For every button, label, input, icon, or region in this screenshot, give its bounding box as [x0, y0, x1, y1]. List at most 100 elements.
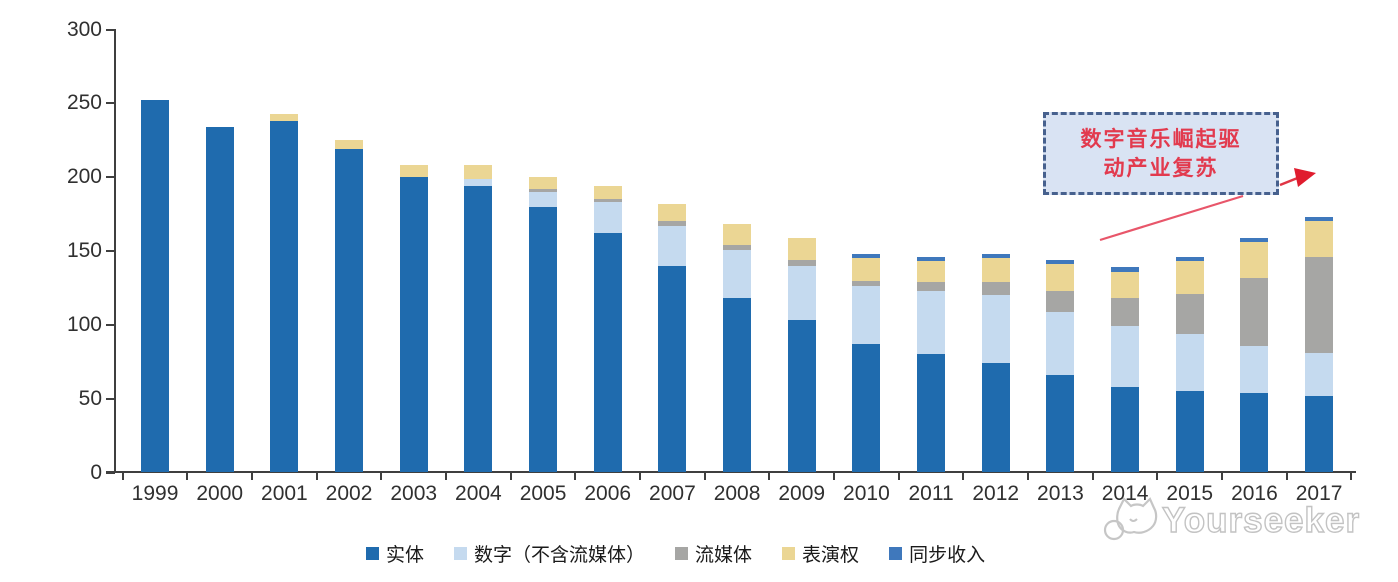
bar-segment-表演权: [529, 177, 558, 189]
bar-segment-流媒体: [529, 188, 558, 192]
bar-segment-流媒体: [1240, 277, 1269, 346]
x-category-label: 2017: [1295, 482, 1343, 505]
bar-segment-同步收入: [981, 253, 1010, 259]
x-category-label: 2016: [1231, 482, 1278, 505]
bar-segment-数字（不含流媒体）: [1046, 311, 1075, 376]
y-tick: [106, 250, 115, 252]
x-category-label: 2001: [261, 482, 308, 505]
bar-segment-实体: [981, 363, 1010, 473]
legend-marker-icon: [675, 547, 689, 560]
bar-segment-同步收入: [852, 253, 881, 259]
legend-label: 表演权: [802, 545, 860, 566]
bar-segment-表演权: [1175, 261, 1204, 294]
arrow-shaft: [1279, 175, 1301, 187]
x-tick: [574, 473, 577, 480]
legend-item: 实体: [366, 540, 424, 567]
arrow-head-icon: [1294, 168, 1316, 187]
bar-segment-实体: [917, 354, 946, 473]
bar-segment-数字（不含流媒体）: [981, 295, 1010, 364]
x-tick: [186, 473, 189, 480]
x-category-label: 2013: [1037, 482, 1084, 505]
watermark-text: Yourseeker: [1161, 500, 1361, 540]
callout-leader-line: [1099, 194, 1244, 242]
x-tick: [445, 473, 448, 480]
x-tick: [897, 473, 900, 480]
x-category-label: 2011: [908, 482, 954, 505]
y-axis-line: [114, 29, 116, 473]
bar-segment-实体: [529, 206, 558, 473]
bar-segment-数字（不含流媒体）: [852, 286, 881, 345]
bar-segment-流媒体: [1305, 256, 1334, 353]
bar-segment-数字（不含流媒体）: [917, 290, 946, 355]
bar-segment-同步收入: [1305, 217, 1334, 222]
y-tick-label: 100: [66, 312, 102, 336]
x-category-label: 2007: [649, 482, 696, 505]
cat-logo-icon: [1103, 497, 1158, 541]
y-tick: [106, 397, 115, 400]
y-tick-label: 300: [66, 17, 102, 41]
bar-segment-表演权: [1111, 271, 1140, 299]
x-category-label: 2012: [972, 482, 1020, 505]
bar-segment-实体: [723, 298, 752, 473]
x-category-label: 1999: [131, 482, 179, 505]
legend-item: 流媒体: [675, 540, 752, 567]
legend-item: 数字（不含流媒体）: [454, 540, 645, 567]
bar-segment-同步收入: [917, 256, 946, 262]
bar-segment-实体: [1305, 395, 1334, 473]
bar-segment-流媒体: [852, 280, 881, 287]
y-tick: [106, 102, 115, 105]
bar-segment-表演权: [1046, 264, 1075, 291]
x-tick: [833, 473, 836, 480]
bar-segment-表演权: [852, 258, 881, 281]
y-tick-label: 250: [66, 91, 102, 115]
bar-segment-表演权: [399, 165, 428, 178]
x-tick: [1091, 473, 1094, 480]
x-tick: [962, 473, 965, 480]
bar-segment-流媒体: [723, 245, 752, 250]
bar-segment-数字（不含流媒体）: [1305, 352, 1334, 396]
y-tick-label: 50: [78, 386, 102, 410]
bar-segment-表演权: [981, 258, 1010, 282]
bar-segment-表演权: [917, 261, 946, 282]
x-category-label: 2002: [325, 482, 373, 505]
bar-segment-流媒体: [1046, 290, 1075, 312]
callout-box: 数字音乐崛起驱 动产业复苏: [1043, 112, 1279, 195]
bar-segment-实体: [1240, 392, 1269, 473]
bar-segment-表演权: [270, 113, 299, 122]
x-category-label: 2000: [196, 482, 244, 505]
legend-label: 同步收入: [909, 545, 986, 566]
x-tick: [251, 473, 254, 480]
bar-segment-流媒体: [658, 221, 687, 226]
bar-segment-实体: [1111, 386, 1140, 473]
x-tick: [1285, 473, 1288, 480]
bar-segment-表演权: [1305, 221, 1334, 257]
bar-segment-同步收入: [1111, 267, 1140, 272]
legend-item: 表演权: [782, 540, 859, 567]
x-tick: [509, 473, 512, 480]
bar-segment-数字（不含流媒体）: [787, 265, 816, 321]
bar-segment-表演权: [658, 203, 687, 222]
bar-segment-实体: [464, 186, 493, 473]
watermark: Yourseeker: [1100, 497, 1360, 545]
bar-segment-流媒体: [787, 259, 816, 266]
bar-segment-实体: [399, 177, 428, 473]
bar-segment-流媒体: [593, 199, 622, 203]
y-tick-label: 200: [66, 165, 102, 189]
bar-segment-表演权: [787, 237, 816, 260]
legend-marker-icon: [782, 547, 796, 560]
bar-segment-流媒体: [1111, 298, 1140, 327]
bar-segment-实体: [141, 100, 170, 473]
legend-item: 同步收入: [889, 540, 985, 567]
bar-segment-流媒体: [1175, 293, 1204, 334]
bar-segment-实体: [205, 126, 234, 473]
bar-segment-同步收入: [1240, 237, 1269, 243]
bar-segment-实体: [270, 121, 299, 473]
x-tick: [768, 473, 771, 480]
chart-legend: 实体 数字（不含流媒体） 流媒体 表演权 同步收入: [366, 540, 985, 567]
y-tick: [106, 471, 115, 474]
bar-segment-数字（不含流媒体）: [723, 249, 752, 299]
bar-segment-数字（不含流媒体）: [1175, 333, 1204, 392]
x-tick: [380, 473, 383, 480]
x-category-label: 2010: [843, 482, 890, 505]
